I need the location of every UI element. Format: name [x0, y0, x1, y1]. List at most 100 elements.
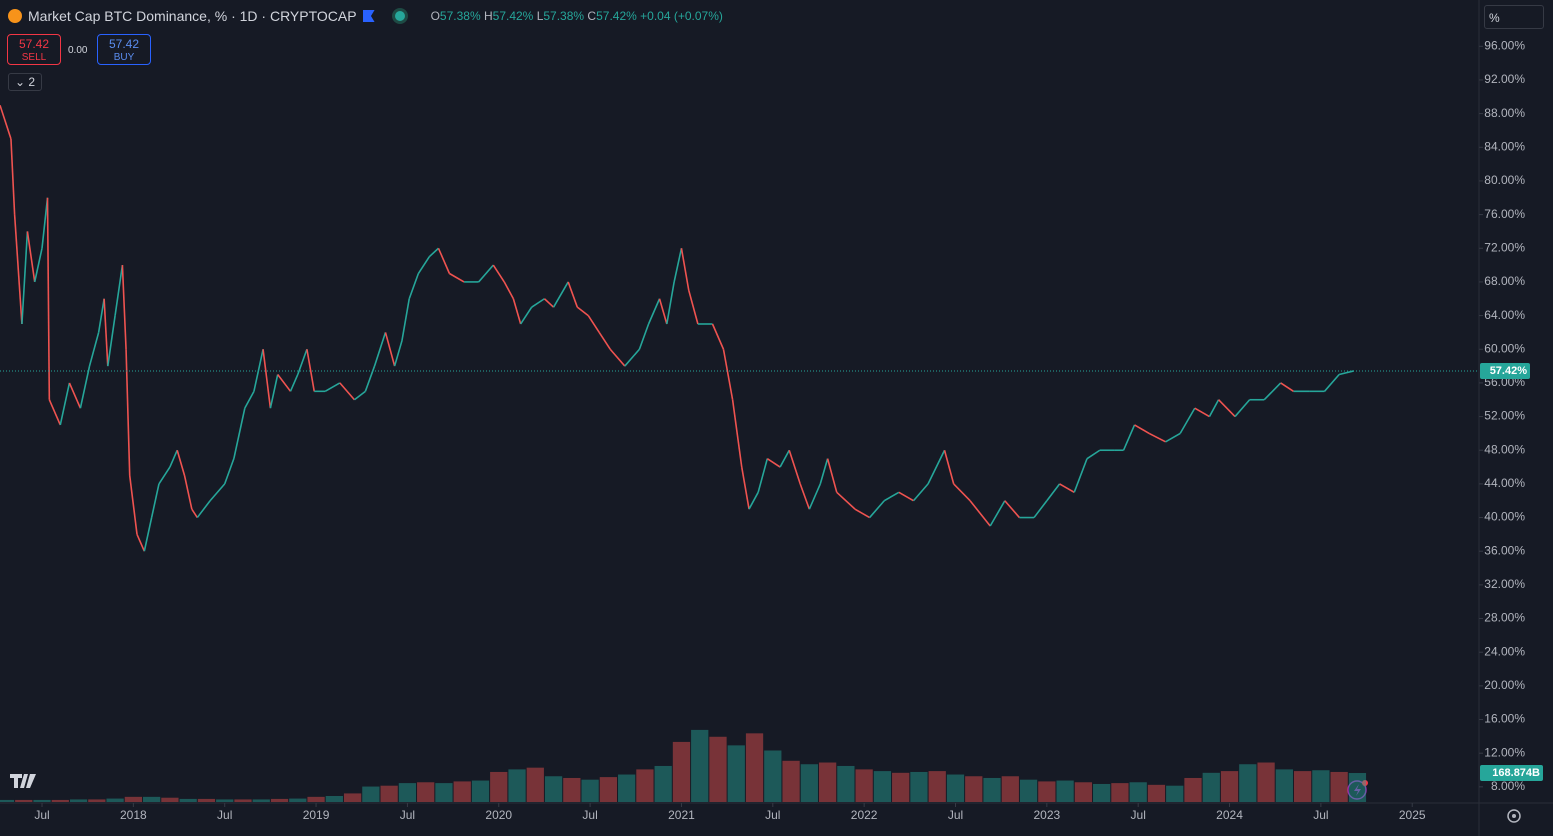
volume-bar — [745, 733, 764, 802]
price-segment — [1323, 373, 1340, 392]
x-tick-label: Jul — [765, 808, 780, 822]
price-segment — [989, 500, 1006, 527]
price-segment — [289, 374, 299, 392]
price-segment — [277, 374, 292, 392]
price-segment — [673, 248, 683, 283]
price-segment — [176, 450, 186, 476]
volume-bar — [1220, 771, 1239, 802]
volume-bar — [33, 799, 51, 802]
price-segment — [1073, 458, 1088, 493]
volume-bar — [818, 762, 837, 802]
volume-bar — [252, 799, 270, 802]
volume-bar — [1093, 783, 1111, 802]
volume-bar — [508, 769, 526, 802]
price-segment — [339, 382, 356, 401]
y-tick-label: 28.00% — [1484, 611, 1525, 625]
x-tick-label: Jul — [400, 808, 415, 822]
volume-bar — [1202, 772, 1220, 802]
y-tick-label: 96.00% — [1484, 38, 1525, 52]
sell-button[interactable]: 57.42 SELL — [7, 34, 61, 65]
volume-bar — [581, 779, 599, 802]
price-segment — [1059, 483, 1075, 494]
volume-bar — [910, 771, 928, 802]
scale-unit[interactable]: % — [1484, 5, 1544, 29]
price-segment — [449, 272, 465, 283]
flag[interactable] — [362, 10, 375, 22]
x-tick-label: 2020 — [485, 808, 512, 822]
price-segment — [297, 348, 308, 375]
price-segment — [819, 458, 829, 485]
price-segment — [869, 500, 885, 519]
price-segment — [353, 390, 366, 401]
x-tick-label: 2021 — [668, 808, 695, 822]
ohlc-label: L — [536, 9, 544, 23]
volume-bar — [325, 795, 343, 802]
volume-bar — [216, 799, 234, 802]
indicators-toggle[interactable]: ⌄ 2 — [8, 73, 43, 91]
price-segment — [68, 382, 82, 409]
price-segment — [114, 264, 124, 316]
x-tick-label: 2023 — [1033, 808, 1060, 822]
price-segment — [953, 483, 971, 502]
price-segment — [520, 306, 533, 325]
volume-bar — [782, 760, 800, 802]
y-tick-label: 16.00% — [1484, 712, 1525, 726]
price-segment — [687, 290, 699, 325]
price-segment — [503, 281, 515, 300]
volume-bar — [1129, 782, 1147, 802]
y-tick-label: 52.00% — [1484, 409, 1525, 423]
price-segment — [1194, 407, 1210, 418]
price-segment — [1218, 399, 1236, 418]
price-segment — [21, 231, 29, 325]
price-segment — [209, 483, 226, 502]
settings-button[interactable] — [1507, 809, 1521, 823]
x-tick-label: Jul — [1131, 808, 1146, 822]
volume-bar — [1239, 764, 1257, 802]
y-tick-label: 76.00% — [1484, 207, 1525, 221]
y-tick-label: 36.00% — [1484, 543, 1525, 557]
volume-bar — [380, 785, 398, 802]
x-tick-label: 2025 — [1399, 808, 1426, 822]
price-segment — [1179, 407, 1196, 434]
volume-bar — [435, 783, 453, 802]
price-segment — [364, 365, 376, 392]
price-segment — [79, 365, 91, 409]
flash-button[interactable] — [1347, 780, 1368, 800]
price-segment — [598, 331, 611, 350]
price-segment — [969, 500, 991, 527]
change: +0.04 (+0.07%) — [640, 9, 723, 23]
volume-bar — [1330, 771, 1348, 802]
price-segment — [233, 407, 246, 459]
price-segment — [13, 214, 23, 325]
ohlc: O57.38% H57.42% L57.38% C57.42% +0.04 (+… — [431, 9, 723, 23]
price-segment — [33, 248, 43, 283]
price-segment — [658, 298, 668, 325]
volume-bar — [289, 798, 307, 802]
x-tick-label: Jul — [582, 808, 597, 822]
volume-bar — [1348, 773, 1367, 802]
volume-bar — [965, 776, 983, 802]
price-segment — [492, 264, 505, 283]
price-segment — [757, 458, 769, 493]
header: Market Cap BTC Dominance, % · 1D · CRYPT… — [8, 8, 723, 24]
price-segment — [183, 475, 193, 510]
buy-button[interactable]: 57.42 BUY — [97, 34, 151, 65]
volume-bar — [544, 776, 563, 802]
price-segment — [826, 458, 838, 493]
price-segment — [711, 323, 725, 350]
ohlc-label: H — [483, 9, 493, 23]
coin-icon — [8, 9, 22, 23]
volume-bar — [143, 796, 161, 802]
y-tick-label: 84.00% — [1484, 139, 1525, 153]
volume-bar — [618, 774, 636, 802]
symbol-title[interactable]: Market Cap BTC Dominance, % · 1D · CRYPT… — [28, 8, 357, 24]
price-segment — [46, 197, 51, 400]
volume-bar — [15, 799, 33, 802]
price-segment — [883, 491, 900, 502]
price-segment — [1165, 432, 1181, 443]
price-segment — [128, 475, 138, 535]
volume-bar — [727, 745, 745, 802]
volume-bar — [88, 799, 106, 802]
price-segment — [836, 491, 856, 510]
